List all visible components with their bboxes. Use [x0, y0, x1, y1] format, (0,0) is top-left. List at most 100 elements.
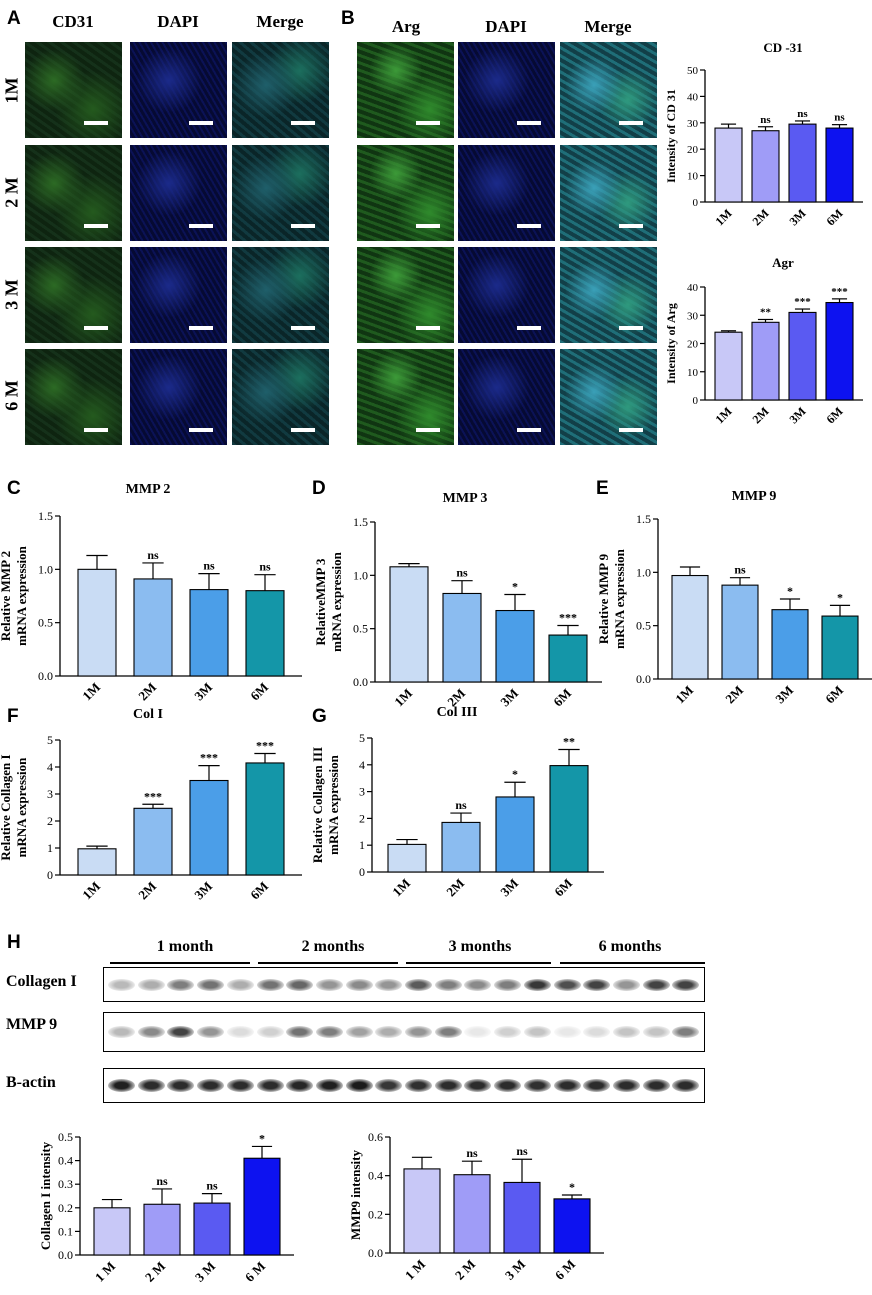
bar: [442, 592, 482, 683]
significance-label: *: [512, 580, 518, 594]
x-tick-label: 1M: [79, 680, 103, 704]
chart-mmp2: MMP 2 0.0 0.5 1.0 1.5 Relative MMP 2mRNA expr…: [0, 482, 302, 703]
bar: [495, 796, 535, 873]
blot-band: [672, 1026, 700, 1038]
y-tick-label: 0.3: [58, 1177, 73, 1191]
blot-band: [315, 1026, 343, 1038]
x-tick-label: 6M: [247, 879, 271, 903]
panel-b-header-merge: Merge: [584, 17, 632, 36]
bar: [495, 609, 535, 683]
bar: [821, 615, 859, 680]
significance-label: ***: [200, 751, 218, 765]
bar: [671, 574, 709, 680]
scale-bar: [189, 121, 213, 125]
blot-band: [672, 978, 700, 991]
panel-label-f: F: [7, 706, 19, 727]
y-tick-label: 5: [359, 731, 365, 745]
micrograph-b-dapi-row4: [458, 349, 555, 445]
significance-label: ns: [456, 566, 468, 580]
significance-label: ns: [259, 560, 271, 574]
bar: [143, 1203, 181, 1256]
micrograph-a-stain-row3: [25, 247, 122, 343]
blot-band: [108, 1026, 135, 1038]
blot-band: [553, 1026, 581, 1038]
blot-band: [167, 1079, 195, 1092]
micrograph-b-merge-row4: [560, 349, 657, 445]
blot-band: [345, 978, 373, 991]
blot-band: [108, 978, 135, 991]
bar: [133, 807, 173, 876]
panel-b-header-arg: Arg: [391, 17, 421, 36]
blot-band: [286, 1026, 314, 1038]
x-tick-label: 2M: [135, 879, 159, 903]
y-axis-label: mRNA expression: [612, 548, 627, 649]
scale-bar: [416, 121, 440, 125]
row-label-6m: 6 M: [1, 380, 22, 411]
x-tick-label: 3M: [191, 879, 215, 903]
blot-band: [375, 1026, 403, 1038]
blot-band: [167, 978, 195, 991]
blot-month-line-1: [110, 962, 250, 964]
x-tick-label: 2M: [749, 206, 771, 228]
significance-label: ns: [797, 108, 808, 120]
blot-band: [464, 1026, 492, 1038]
blot-band: [137, 1026, 165, 1038]
scale-bar: [517, 121, 541, 125]
micrograph-a-merge-row4: [232, 349, 329, 445]
y-tick-label: 1: [359, 838, 365, 852]
significance-label: ***: [144, 789, 162, 803]
panel-label-c: C: [7, 478, 21, 499]
y-tick-label: 1.5: [38, 509, 53, 523]
micrograph-a-merge-row2: [232, 145, 329, 241]
y-tick-label: 0.2: [58, 1201, 73, 1215]
panel-label-e: E: [596, 478, 609, 499]
x-tick-label: 1M: [389, 876, 413, 900]
panel-label-d: D: [312, 478, 326, 499]
bar: [771, 609, 809, 680]
blot-band: [197, 1026, 225, 1038]
significance-label: *: [837, 590, 843, 604]
significance-label: *: [512, 767, 518, 781]
blot-band: [612, 1079, 640, 1092]
significance-label: **: [563, 735, 575, 749]
bar: [825, 301, 854, 401]
bar: [189, 779, 229, 876]
y-tick-label: 4: [47, 760, 53, 774]
y-tick-label: 5: [47, 733, 53, 747]
y-tick-label: 20: [687, 144, 699, 156]
y-tick-label: 1.5: [353, 515, 368, 529]
blot-band: [434, 978, 462, 991]
blot-band: [226, 1026, 254, 1038]
row-label-1m: 1M: [1, 77, 22, 104]
blot-band: [375, 978, 403, 991]
blot-band: [345, 1079, 373, 1092]
x-tick-label: 1M: [712, 206, 734, 228]
bar: [751, 321, 780, 401]
blot-band: [494, 1026, 522, 1038]
scale-bar: [619, 428, 643, 432]
blot-label-collagen: Collagen I: [6, 973, 77, 990]
blot-month-1: 1 month: [156, 938, 214, 955]
bar: [788, 123, 817, 203]
blot-band: [167, 1026, 195, 1038]
y-tick-label: 1.0: [38, 562, 53, 576]
significance-label: ***: [831, 286, 848, 298]
chart-mmp3: MMP 3 0.0 0.5 1.0 1.5 RelativeMMP 3 mRNA expre…: [313, 491, 602, 709]
scale-bar: [619, 326, 643, 330]
y-axis-label: Relative MMP 9: [596, 553, 611, 644]
y-tick-label: 40: [687, 91, 699, 103]
chart-title: Col I: [133, 707, 163, 722]
y-tick-label: 2: [359, 811, 365, 825]
chart-title: MMP 9: [732, 489, 777, 504]
y-tick-label: 2: [47, 814, 53, 828]
bar: [788, 311, 817, 401]
y-axis-label: mRNA expression: [14, 545, 29, 646]
x-tick-label: 3 M: [502, 1257, 528, 1283]
chart-colint: 0.0 0.1 0.2 0.3 0.4 0.5 Collagen I intensity 1 …: [38, 1130, 294, 1285]
y-tick-label: 0: [693, 197, 699, 209]
blot-band: [464, 978, 492, 991]
y-axis-label: mRNA expression: [329, 551, 344, 652]
y-tick-label: 0.2: [368, 1207, 383, 1221]
blot-month-line-3: [406, 962, 551, 964]
blot-band: [286, 1079, 314, 1092]
